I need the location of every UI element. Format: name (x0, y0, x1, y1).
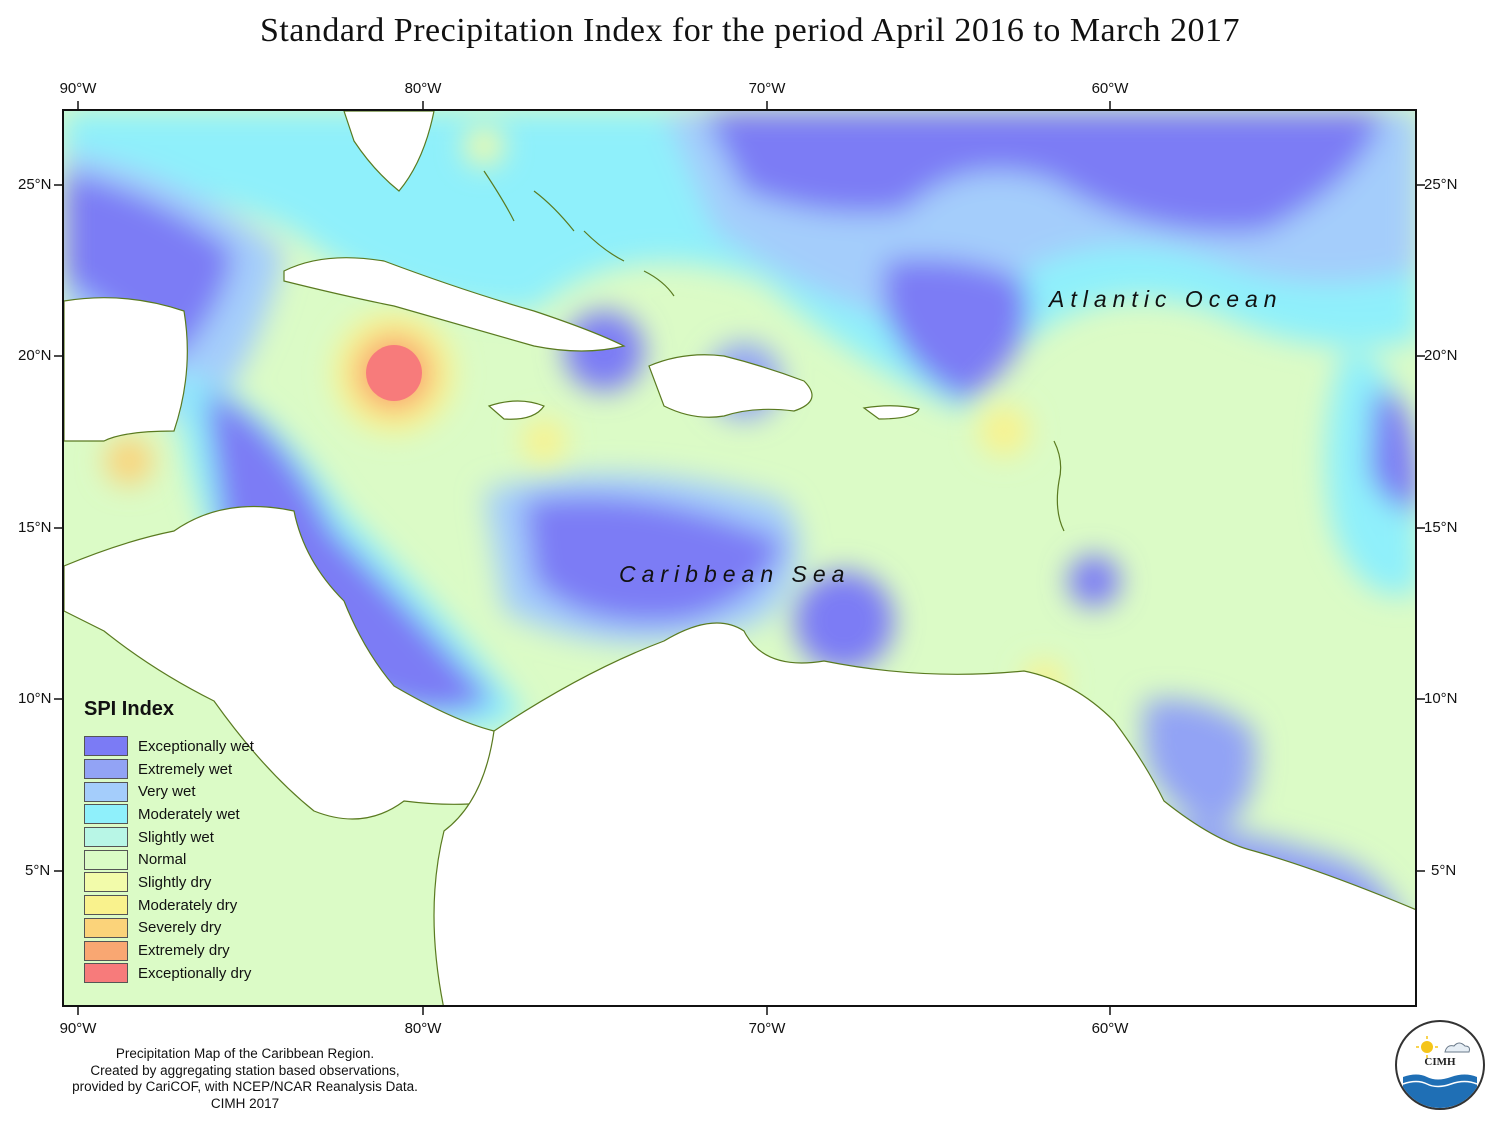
region-label-caribbean-sea: Caribbean Sea (619, 561, 851, 587)
legend-item: Slightly dry (84, 871, 254, 894)
lat-label-right-10n: 10°N (1424, 690, 1458, 707)
exceptionally-dry-spot (366, 345, 422, 401)
legend-swatch (84, 963, 128, 984)
land-masses (64, 111, 1415, 1005)
lon-label-bottom-60w: 60°W (1091, 1020, 1129, 1037)
credits-line: Created by aggregating station based obs… (90, 1062, 400, 1078)
spi-legend: SPI Index Exceptionally wet Extremely wet… (84, 698, 254, 985)
lon-label-top-70w: 70°W (748, 80, 786, 97)
legend-label: Slightly dry (138, 873, 212, 891)
spi-map: Atlantic Ocean Caribbean Sea (62, 109, 1417, 1007)
legend-label: Exceptionally wet (138, 737, 254, 755)
credits: Precipitation Map of the Caribbean Regio… (40, 1046, 450, 1112)
map-title: Standard Precipitation Index for the per… (259, 12, 1241, 49)
logo-text: CIMH (1424, 1056, 1456, 1068)
legend-label: Moderately dry (138, 896, 238, 914)
legend-label: Extremely dry (138, 942, 230, 960)
legend-label: Slightly wet (138, 828, 214, 846)
legend-title: SPI Index (84, 698, 175, 720)
legend-label: Normal (138, 851, 187, 869)
legend-label: Moderately wet (138, 805, 240, 823)
legend-item: Moderately wet (84, 803, 254, 826)
legend-item: Moderately dry (84, 894, 254, 917)
legend-swatch (84, 895, 128, 916)
cimh-logo-icon: CIMH (1395, 1020, 1485, 1110)
lon-label-bottom-70w: 70°W (748, 1020, 786, 1037)
lon-label-top-60w: 60°W (1091, 80, 1129, 97)
lat-label-left-10n: 10°N (18, 690, 52, 707)
lat-label-right-25n: 25°N (1424, 176, 1458, 193)
legend-item: Slightly wet (84, 826, 254, 849)
legend-swatch (84, 827, 128, 848)
legend-swatch (84, 736, 128, 757)
legend-item: Exceptionally wet (84, 735, 254, 758)
legend-swatch (84, 940, 128, 961)
lon-label-bottom-80w: 80°W (404, 1020, 442, 1037)
lon-label-top-80w: 80°W (404, 80, 442, 97)
lat-label-left-25n: 25°N (18, 176, 52, 193)
legend-swatch (84, 849, 128, 870)
credits-line: Precipitation Map of the Caribbean Regio… (115, 1046, 375, 1061)
legend-label: Extremely wet (138, 760, 233, 778)
legend-swatch (84, 781, 128, 802)
lon-label-top-90w: 90°W (59, 80, 97, 97)
legend-items: Exceptionally wet Extremely wet Very wet Mo… (84, 735, 254, 985)
legend-swatch (84, 759, 128, 780)
legend-label: Exceptionally dry (138, 964, 252, 982)
legend-label: Severely dry (138, 919, 222, 937)
cimh-logo-graphic (1402, 1036, 1478, 1108)
credits-line: provided by CariCOF, with NCEP/NCAR Rean… (72, 1079, 418, 1094)
lat-label-left-20n: 20°N (18, 347, 52, 364)
legend-item: Normal (84, 848, 254, 871)
region-label-atlantic-ocean: Atlantic Ocean (1049, 286, 1283, 312)
legend-swatch (84, 872, 128, 893)
legend-swatch (84, 917, 128, 938)
lat-label-left-15n: 15°N (18, 519, 52, 536)
legend-item: Severely dry (84, 917, 254, 940)
lat-label-right-5n: 5°N (1431, 862, 1457, 879)
lon-label-bottom-90w: 90°W (59, 1020, 97, 1037)
legend-item: Very wet (84, 780, 254, 803)
lat-label-right-20n: 20°N (1424, 347, 1458, 364)
spi-map-canvas (64, 111, 1415, 1005)
legend-item: Extremely dry (84, 939, 254, 962)
legend-item: Extremely wet (84, 758, 254, 781)
lat-label-left-5n: 5°N (25, 862, 51, 879)
legend-label: Very wet (138, 783, 196, 801)
credits-line: CIMH 2017 (210, 1095, 280, 1111)
legend-item: Exceptionally dry (84, 962, 254, 985)
lat-label-right-15n: 15°N (1424, 519, 1458, 536)
legend-swatch (84, 804, 128, 825)
